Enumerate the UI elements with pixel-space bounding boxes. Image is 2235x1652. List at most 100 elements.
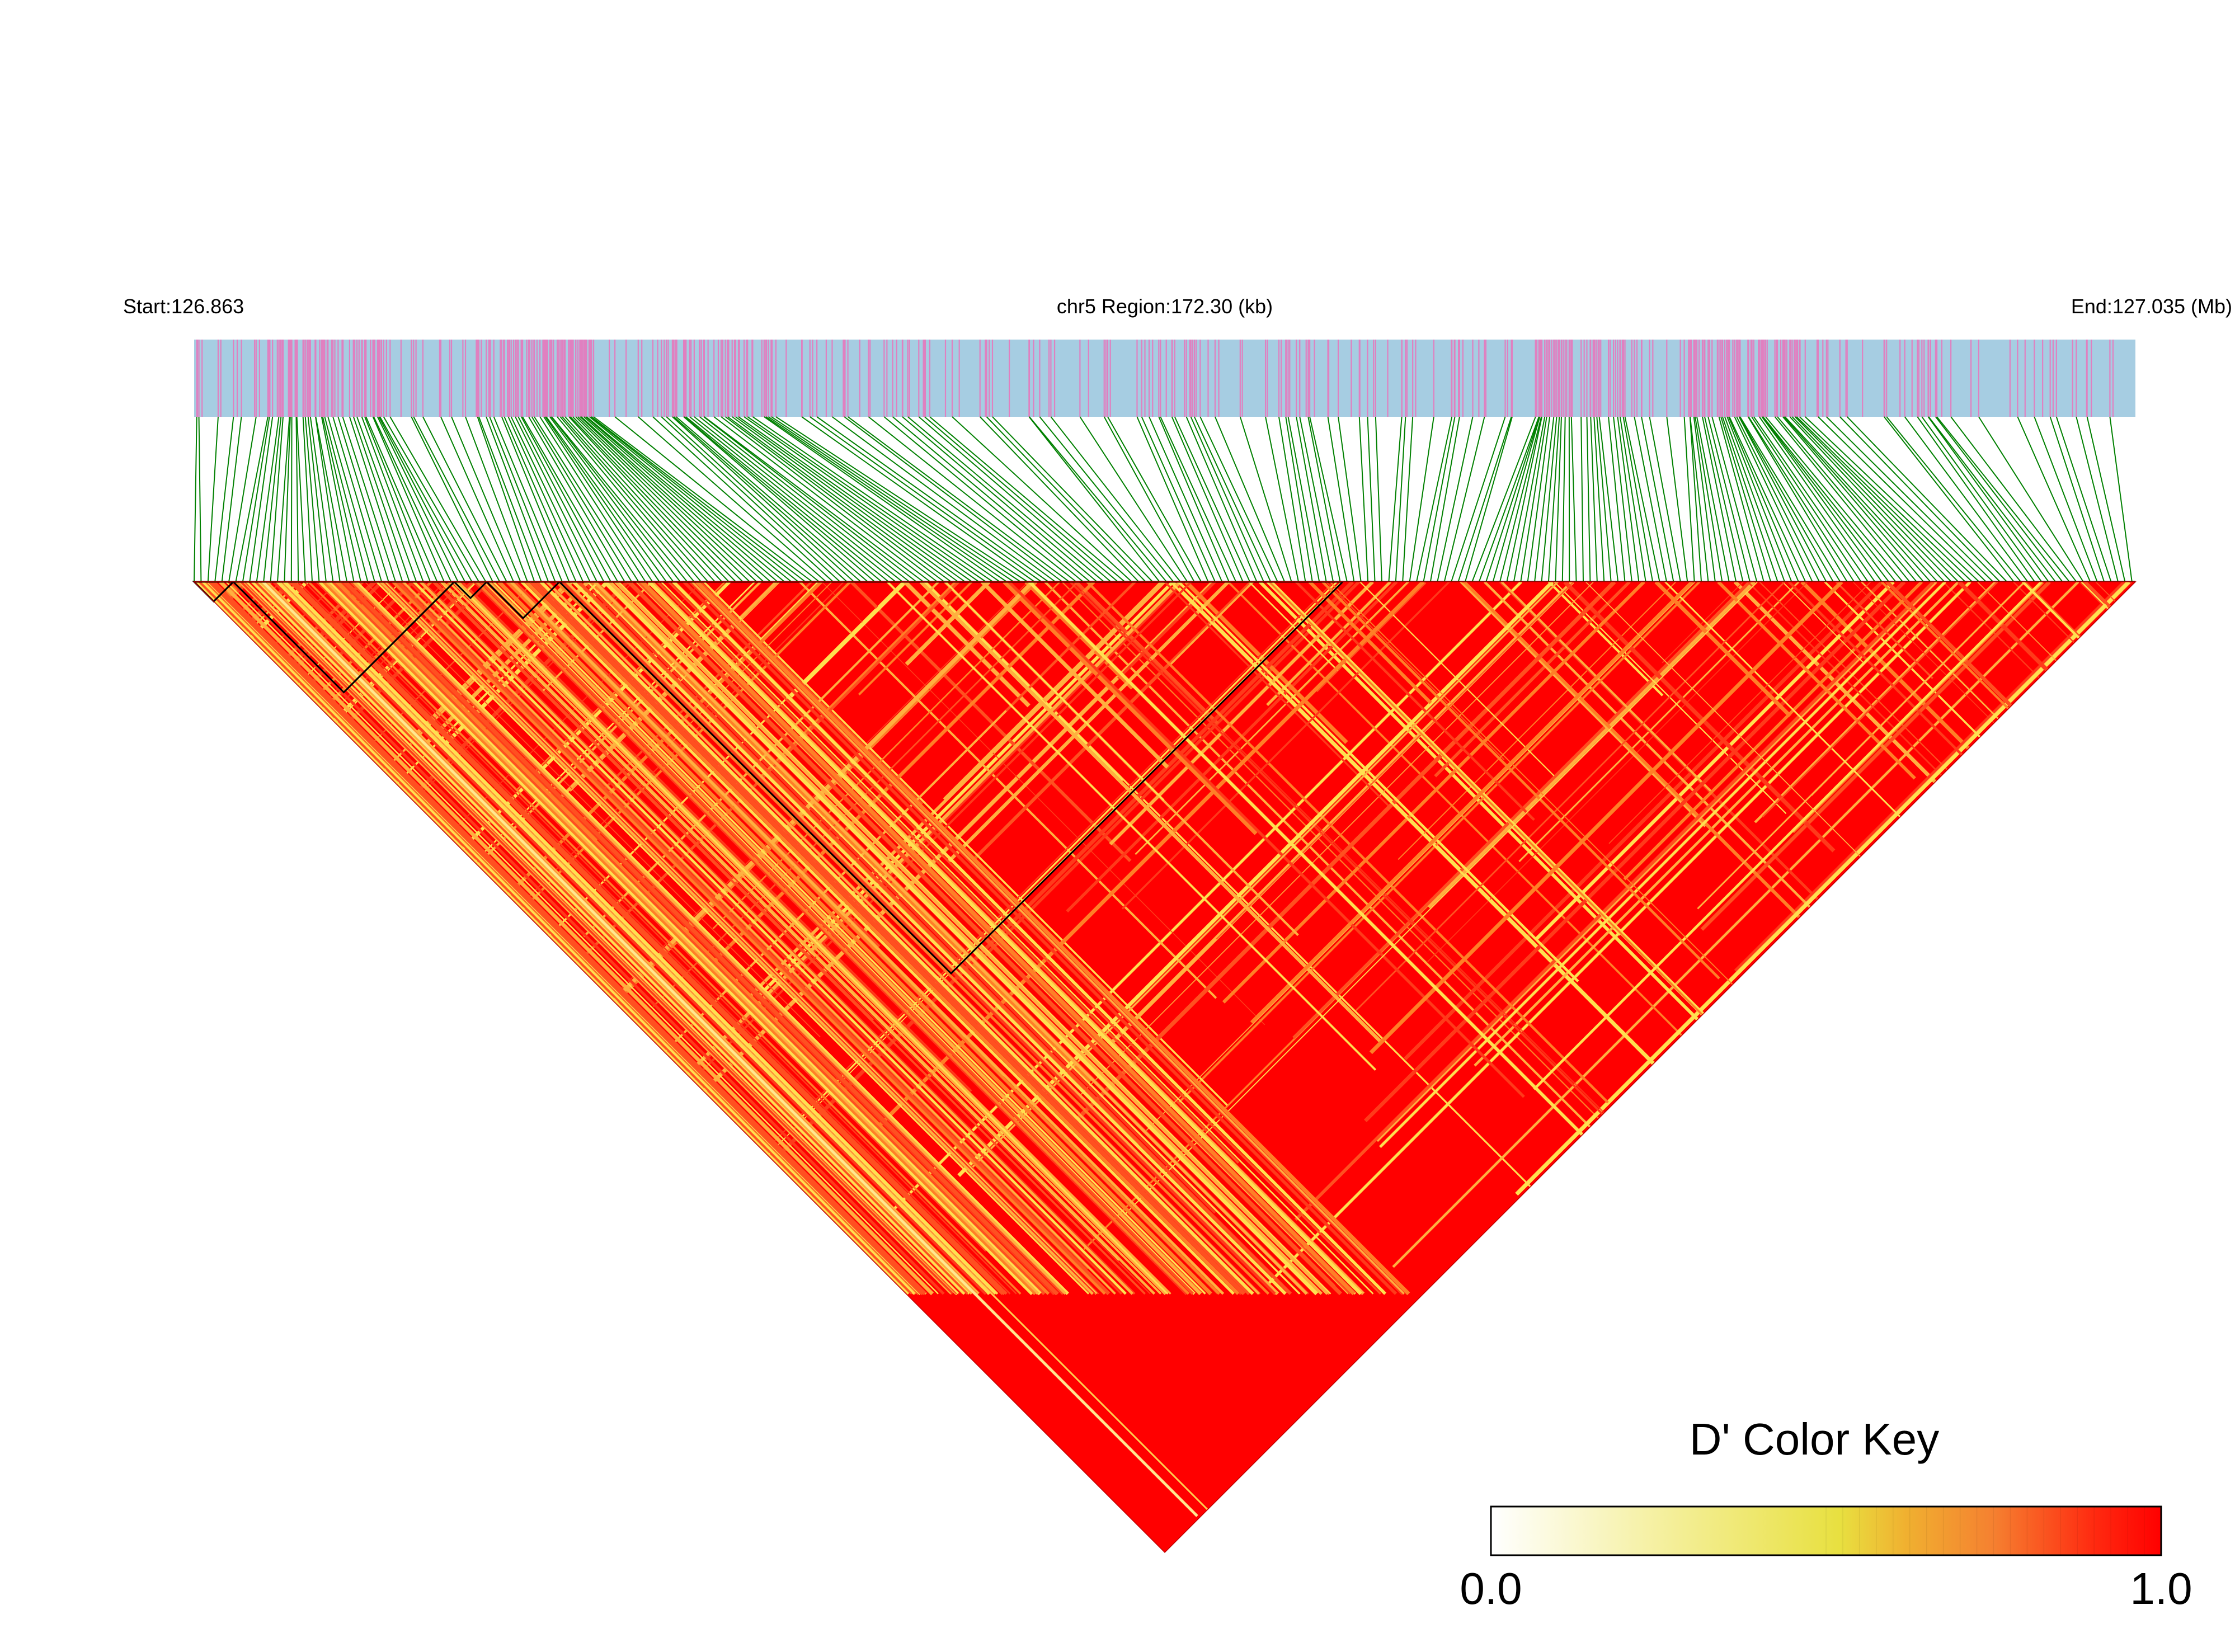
ld-streak <box>905 582 991 666</box>
snp-connector <box>1641 416 1674 582</box>
snp-connector <box>1649 416 1681 582</box>
ld-streak <box>492 582 1206 1295</box>
ld-streak <box>497 582 1212 1296</box>
snp-connector <box>1590 416 1598 582</box>
ld-streak <box>395 582 1111 1296</box>
snp-connector <box>1158 416 1230 582</box>
ld-streak <box>716 582 1342 1207</box>
snp-connector <box>810 416 1042 582</box>
snp-connector <box>1777 416 1917 582</box>
snp-connector <box>586 416 785 582</box>
region-label: chr5 Region:172.30 (kb) <box>1057 295 1273 318</box>
snp-connector <box>413 416 501 582</box>
color-key-gradient <box>1490 1505 2162 1556</box>
ld-streak <box>352 582 1067 1295</box>
ld-streak <box>279 582 1210 1512</box>
snp-connector <box>389 416 487 582</box>
snp-connector <box>349 416 403 582</box>
snp-connector <box>844 416 1063 582</box>
ld-streak <box>276 582 991 1295</box>
ld-streak <box>672 582 1387 1295</box>
ld-streak <box>1608 582 1871 844</box>
ld-streak <box>788 582 907 699</box>
ld-streak <box>437 582 1151 1295</box>
snp-connector <box>1711 416 1758 582</box>
snp-connector <box>1928 416 2057 582</box>
ld-streak <box>476 582 1190 1295</box>
snp-connector <box>1702 416 1737 582</box>
snp-connector <box>194 416 197 582</box>
ld-streak <box>510 582 1225 1295</box>
ld-streak <box>1164 582 1389 807</box>
snp-connector <box>332 416 383 582</box>
snp-connector <box>440 416 515 582</box>
snp-connector <box>228 416 257 582</box>
snp-connector <box>545 416 667 582</box>
ld-streak <box>947 582 1230 864</box>
snp-connector <box>1485 416 1540 582</box>
snp-connector <box>614 416 820 582</box>
snp-connector <box>593 416 813 582</box>
snp-connector <box>727 416 952 582</box>
ld-streak <box>385 582 1099 1295</box>
snp-connector <box>1499 416 1542 582</box>
color-key-title: D' Color Key <box>1690 1414 1940 1464</box>
snp-connector <box>1936 416 2070 582</box>
end-label: End:127.035 (Mb) <box>2071 295 2232 318</box>
snp-connector <box>1598 416 1619 582</box>
snp-connector <box>1751 416 1862 582</box>
snp-connector <box>1748 416 1855 582</box>
snp-connector <box>1296 416 1327 582</box>
snp-connector <box>1683 416 1695 582</box>
snp-connector <box>652 416 834 582</box>
ld-streak <box>704 582 1095 972</box>
snp-connector <box>752 416 994 582</box>
snp-connector <box>1791 416 1952 582</box>
ld-streak <box>699 582 924 805</box>
snp-connector <box>549 416 674 582</box>
snp-connector <box>327 416 375 582</box>
snp-connector <box>703 416 917 582</box>
snp-connector <box>1690 416 1709 582</box>
snp-connector <box>699 416 910 582</box>
snp-connector <box>378 416 466 582</box>
snp-connector <box>1185 416 1258 582</box>
snp-connector <box>1506 416 1543 582</box>
snp-connector <box>1734 416 1813 582</box>
ld-streak <box>683 582 1398 1295</box>
snp-connector <box>1619 416 1646 582</box>
snp-connector <box>2017 416 2091 582</box>
snp-connector <box>929 416 1126 582</box>
ld-streak <box>640 582 1356 1296</box>
ld-streak <box>1392 582 2079 1268</box>
snp-connector <box>732 416 959 582</box>
ld-streak <box>531 582 1245 1295</box>
ld-streak <box>1697 582 2025 910</box>
snp-connector <box>689 416 896 582</box>
snp-connector <box>1423 416 1456 582</box>
ld-streak <box>1885 582 2012 707</box>
snp-connector <box>1921 416 2043 582</box>
snp-connector <box>1738 416 1827 582</box>
snp-connector <box>198 416 202 582</box>
ld-streak <box>455 582 1169 1295</box>
ld-streak <box>316 582 987 1252</box>
start-label: Start:126.863 <box>123 295 244 318</box>
ld-streak <box>230 582 945 1295</box>
snp-connector <box>451 416 521 582</box>
snp-connector <box>2109 416 2133 582</box>
snp-connector <box>902 416 1098 582</box>
ld-streak <box>981 582 1360 960</box>
snp-connector <box>1826 416 1994 582</box>
ld-streak <box>525 582 1240 1295</box>
snp-connector <box>559 416 702 582</box>
snp-connector <box>2055 416 2112 582</box>
snp-connector <box>517 416 605 582</box>
snp-connector <box>1388 416 1403 582</box>
snp-connector <box>575 416 744 582</box>
ld-streak <box>194 582 205 1010</box>
snp-connector <box>342 416 396 582</box>
ld-streak <box>297 582 1011 1295</box>
snp-connector <box>309 416 334 582</box>
ld-streak <box>528 582 1243 1295</box>
